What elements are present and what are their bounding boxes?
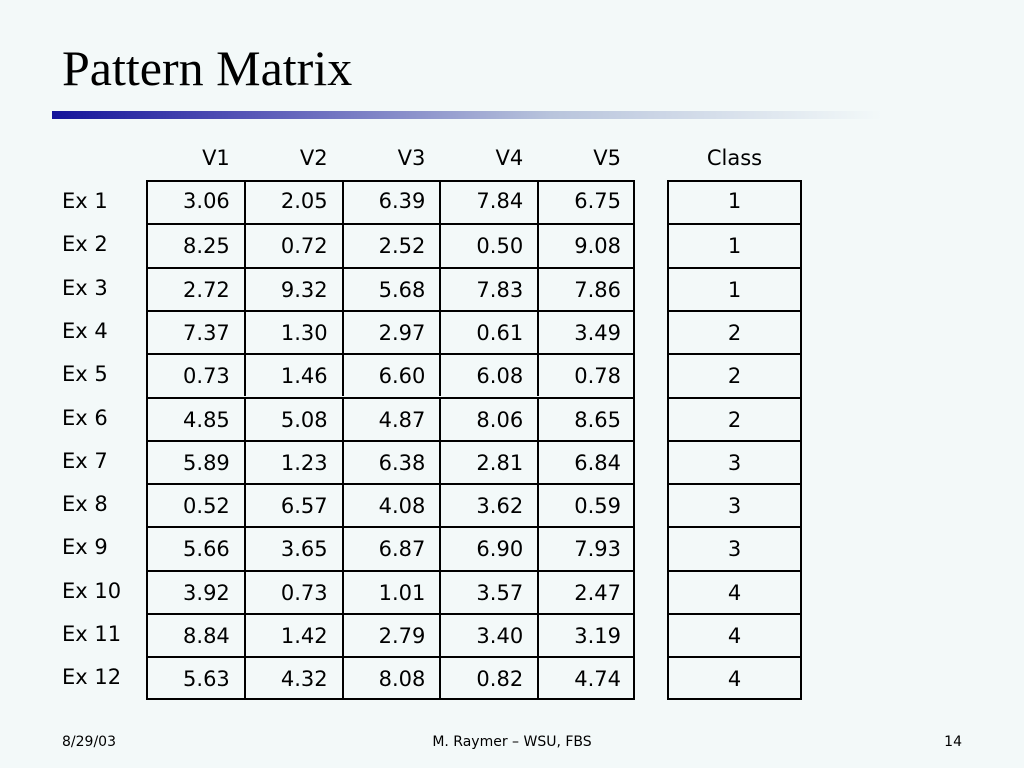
table-cell: 1.46 [243, 353, 342, 397]
table-cell: 3.65 [243, 526, 342, 570]
table-cell: 5.63 [146, 656, 244, 699]
class-cell: 1 [667, 266, 802, 310]
table-cell: 6.60 [341, 353, 440, 397]
table-cell: 5.08 [243, 396, 342, 440]
table-cell: 3.92 [146, 569, 244, 613]
row-label: Ex 3 [62, 275, 108, 300]
table-cell: 2.81 [439, 439, 538, 484]
table-cell: 9.08 [537, 223, 635, 267]
table-cell: 0.73 [146, 353, 244, 396]
column-header: V5 [593, 146, 621, 170]
class-cell: 2 [667, 309, 802, 353]
row-label: Ex 7 [62, 448, 108, 473]
table-cell: 6.75 [537, 180, 635, 224]
table-cell: 5.89 [146, 439, 244, 483]
table-cell: 6.38 [341, 439, 440, 484]
table-cell: 5.68 [341, 266, 440, 310]
table-cell: 3.62 [439, 483, 538, 527]
footer-date: 8/29/03 [62, 734, 116, 750]
row-label: Ex 9 [62, 535, 108, 560]
table-cell: 2.52 [341, 223, 440, 267]
table-cell: 2.47 [537, 569, 635, 613]
table-cell: 7.84 [439, 180, 537, 224]
row-label: Ex 4 [62, 318, 108, 343]
table-cell: 0.61 [439, 309, 538, 354]
table-cell: 0.73 [243, 569, 342, 613]
slide-title: Pattern Matrix [62, 40, 353, 96]
table-cell: 5.66 [146, 526, 244, 569]
column-header: V4 [495, 146, 524, 170]
row-label: Ex 12 [62, 665, 122, 690]
table-cell: 2.79 [341, 613, 440, 657]
table-cell: 7.83 [439, 266, 538, 310]
class-cell: 1 [727, 189, 742, 213]
table-cell: 4.74 [537, 656, 635, 700]
class-cell: 1 [667, 223, 802, 266]
class-cell: 2 [667, 396, 802, 440]
table-cell: 3.57 [439, 569, 538, 613]
table-cell: 6.39 [341, 180, 440, 224]
row-label: Ex 5 [62, 362, 108, 387]
column-header: V2 [299, 146, 328, 170]
table-cell: 6.84 [537, 439, 635, 484]
table-cell: 0.78 [537, 353, 635, 397]
table-cell: 4.32 [243, 656, 342, 700]
table-cell: 1.01 [341, 569, 440, 613]
table-cell: 8.84 [146, 613, 244, 656]
table-cell: 0.72 [243, 223, 342, 267]
table-cell: 7.86 [537, 266, 635, 310]
table-cell: 0.59 [537, 483, 635, 527]
column-header: V1 [202, 146, 230, 170]
class-cell: 3 [667, 526, 802, 569]
table-cell: 8.08 [341, 656, 440, 700]
table-cell: 1.23 [243, 439, 342, 484]
class-cell: 3 [667, 439, 802, 483]
table-cell: 4.87 [341, 396, 440, 440]
row-label: Ex 6 [62, 405, 108, 430]
class-cell: 3 [667, 483, 802, 526]
table-cell: 7.37 [146, 309, 244, 353]
table-cell: 9.32 [243, 266, 342, 310]
class-cell: 4 [667, 613, 802, 656]
row-label: Ex 1 [62, 189, 108, 213]
table-cell: 3.19 [537, 613, 635, 657]
footer-page: 14 [944, 734, 962, 750]
table-cell: 8.25 [146, 223, 244, 266]
table-cell: 2.05 [243, 180, 342, 224]
row-label: Ex 10 [62, 578, 122, 603]
table-cell: 8.06 [439, 396, 538, 440]
row-label: Ex 8 [62, 492, 108, 517]
table-cell: 3.40 [439, 613, 538, 657]
table-cell: 2.97 [341, 309, 440, 354]
table-cell: 4.85 [146, 396, 244, 440]
title-underline [52, 111, 882, 119]
footer-author: M. Raymer – WSU, FBS [432, 734, 592, 750]
class-cell: 4 [667, 656, 802, 699]
table-cell: 1.30 [243, 309, 342, 354]
table-cell: 8.65 [537, 396, 635, 440]
class-cell: 2 [667, 353, 802, 396]
table-cell: 3.06 [183, 189, 230, 213]
table-cell: 7.93 [537, 526, 635, 570]
table-cell: 4.08 [341, 483, 440, 527]
table-cell: 6.57 [243, 483, 342, 527]
column-header: V3 [397, 146, 426, 170]
table-cell: 6.08 [439, 353, 538, 397]
table-cell: 1.42 [243, 613, 342, 657]
table-cell: 6.87 [341, 526, 440, 570]
table-cell: 6.90 [439, 526, 538, 570]
table-cell: 2.72 [146, 266, 244, 310]
table-cell: 0.82 [439, 656, 538, 700]
column-header: Class [706, 146, 763, 170]
table-cell: 0.52 [146, 483, 244, 526]
row-label: Ex 2 [62, 232, 108, 257]
row-label: Ex 11 [62, 622, 122, 646]
table-cell: 3.49 [537, 309, 635, 354]
table-cell: 0.50 [439, 223, 538, 267]
class-cell: 4 [667, 569, 802, 613]
